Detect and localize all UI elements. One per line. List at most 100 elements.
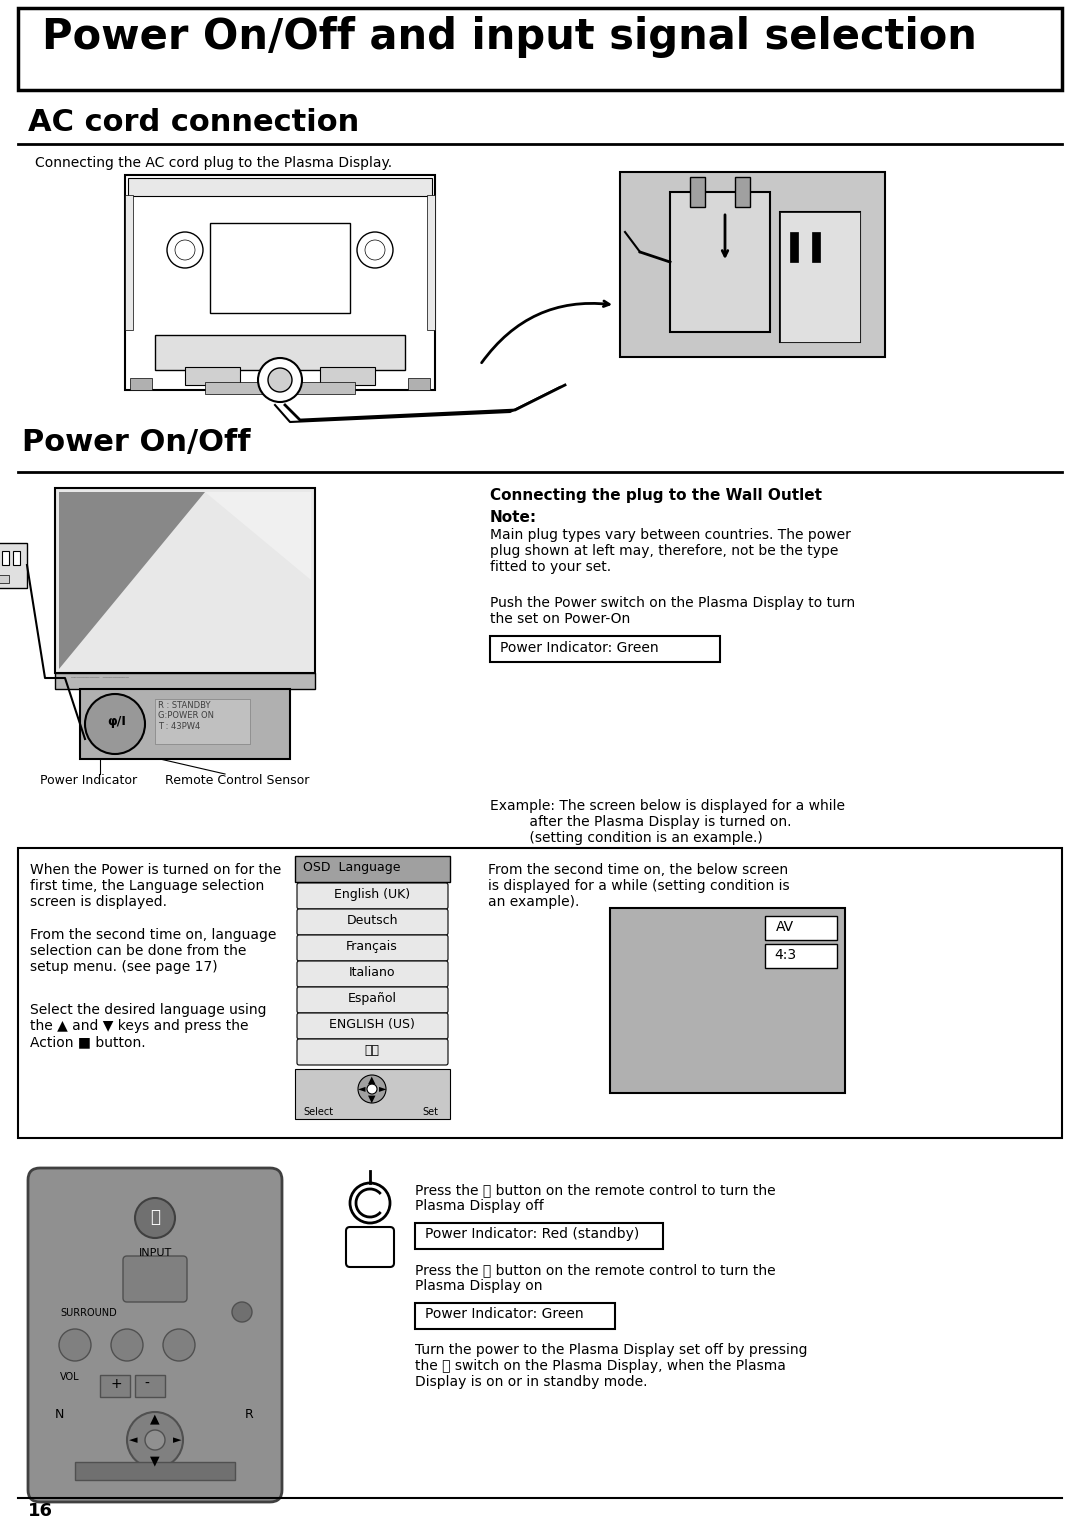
Text: AC cord connection: AC cord connection	[28, 108, 360, 138]
Text: From the second time on, language
selection can be done from the
setup menu. (se: From the second time on, language select…	[30, 927, 276, 975]
Bar	[0, 542, 27, 588]
FancyBboxPatch shape	[346, 1227, 394, 1267]
Text: -: -	[144, 1377, 149, 1390]
Bar	[780, 212, 860, 342]
FancyBboxPatch shape	[28, 1167, 282, 1502]
Bar	[130, 377, 152, 390]
Text: Turn the power to the Plasma Display set off by pressing
the ⏽ switch on the Pla: Turn the power to the Plasma Display set…	[415, 1343, 808, 1389]
Bar	[295, 856, 450, 882]
Circle shape	[232, 1302, 252, 1322]
Bar	[129, 177, 432, 196]
FancyBboxPatch shape	[123, 1256, 187, 1302]
Text: Power Indicator: Green: Power Indicator: Green	[426, 1306, 583, 1322]
Bar	[205, 382, 355, 394]
Text: Italiano: Italiano	[349, 966, 395, 979]
Text: VOL: VOL	[60, 1372, 80, 1381]
FancyBboxPatch shape	[297, 961, 448, 987]
Text: R : STANDBY
G:POWER ON
T : 43PW4: R : STANDBY G:POWER ON T : 43PW4	[158, 701, 214, 730]
Text: ENGLISH (US): ENGLISH (US)	[329, 1018, 415, 1031]
Text: 4:3: 4:3	[774, 947, 796, 963]
Circle shape	[367, 1083, 377, 1094]
Text: N: N	[55, 1407, 65, 1421]
Bar	[295, 1070, 450, 1118]
Circle shape	[365, 240, 384, 260]
Bar	[125, 176, 435, 390]
Bar	[765, 944, 837, 969]
Bar	[427, 196, 435, 330]
Bar	[100, 1375, 130, 1397]
Circle shape	[135, 1198, 175, 1238]
Circle shape	[167, 232, 203, 267]
Text: English (UK): English (UK)	[334, 888, 410, 902]
FancyBboxPatch shape	[297, 909, 448, 935]
Text: φ/I: φ/I	[107, 715, 126, 727]
Bar	[2, 552, 9, 565]
Bar	[13, 552, 21, 565]
Bar	[690, 177, 705, 206]
Text: Connecting the plug to the Wall Outlet: Connecting the plug to the Wall Outlet	[490, 487, 822, 503]
Circle shape	[357, 1076, 386, 1103]
Text: R: R	[245, 1407, 254, 1421]
Text: Push the Power switch on the Plasma Display to turn
the set on Power-On: Push the Power switch on the Plasma Disp…	[490, 596, 855, 626]
FancyBboxPatch shape	[297, 883, 448, 909]
Text: Connecting the AC cord plug to the Plasma Display.: Connecting the AC cord plug to the Plasm…	[35, 156, 392, 170]
Bar	[670, 193, 770, 332]
Bar	[490, 636, 720, 662]
Circle shape	[350, 1183, 390, 1222]
Text: ►: ►	[173, 1435, 181, 1445]
Text: Español: Español	[348, 992, 396, 1005]
Bar	[80, 689, 291, 759]
Text: AV: AV	[775, 920, 794, 934]
Text: INPUT: INPUT	[138, 1248, 172, 1258]
Text: ◄: ◄	[357, 1083, 365, 1093]
Text: Press the ⏽ button on the remote control to turn the
Plasma Display on: Press the ⏽ button on the remote control…	[415, 1264, 775, 1293]
FancyBboxPatch shape	[297, 987, 448, 1013]
Text: Deutsch: Deutsch	[347, 914, 397, 927]
Circle shape	[85, 694, 145, 753]
Text: Press the ⏽ button on the remote control to turn the
Plasma Display off: Press the ⏽ button on the remote control…	[415, 1183, 775, 1213]
Text: ▼: ▼	[150, 1455, 160, 1467]
Text: When the Power is turned on for the
first time, the Language selection
screen is: When the Power is turned on for the firs…	[30, 863, 281, 909]
FancyBboxPatch shape	[297, 1013, 448, 1039]
Text: OSD  Language: OSD Language	[303, 860, 401, 874]
Text: SURROUND: SURROUND	[60, 1308, 117, 1319]
Text: Power Indicator: Power Indicator	[40, 775, 137, 787]
Text: Note:: Note:	[490, 510, 537, 526]
Bar	[812, 232, 820, 261]
Bar	[735, 177, 750, 206]
FancyBboxPatch shape	[297, 935, 448, 961]
Bar	[415, 1222, 663, 1248]
Text: Example: The screen below is displayed for a while
         after the Plasma Dis: Example: The screen below is displayed f…	[490, 799, 845, 845]
Text: ▼: ▼	[368, 1094, 376, 1105]
Text: ▲: ▲	[150, 1412, 160, 1426]
Circle shape	[59, 1329, 91, 1361]
Circle shape	[258, 358, 302, 402]
Circle shape	[357, 232, 393, 267]
Bar	[55, 672, 315, 689]
Text: Set: Set	[422, 1106, 438, 1117]
Bar	[75, 1462, 235, 1481]
Text: 16: 16	[28, 1502, 53, 1520]
Bar	[135, 1375, 165, 1397]
Bar	[55, 487, 315, 672]
Polygon shape	[59, 492, 205, 669]
Bar	[18, 8, 1062, 90]
Bar	[156, 698, 249, 744]
Bar	[156, 335, 405, 370]
Bar	[320, 367, 375, 385]
Text: ─────────  ────────: ───────── ────────	[70, 675, 129, 681]
Text: Main plug types vary between countries. The power
plug shown at left may, theref: Main plug types vary between countries. …	[490, 529, 851, 575]
Circle shape	[268, 368, 292, 393]
Bar	[415, 1303, 615, 1329]
Circle shape	[163, 1329, 195, 1361]
Circle shape	[127, 1412, 183, 1468]
Text: Français: Français	[346, 940, 397, 953]
Bar	[780, 212, 860, 342]
Text: ◄: ◄	[129, 1435, 137, 1445]
Bar	[125, 196, 133, 330]
Text: 中文: 中文	[365, 1044, 379, 1057]
Text: From the second time on, the below screen
is displayed for a while (setting cond: From the second time on, the below scree…	[488, 863, 789, 909]
Bar	[610, 908, 845, 1093]
Bar	[765, 915, 837, 940]
Bar	[408, 377, 430, 390]
